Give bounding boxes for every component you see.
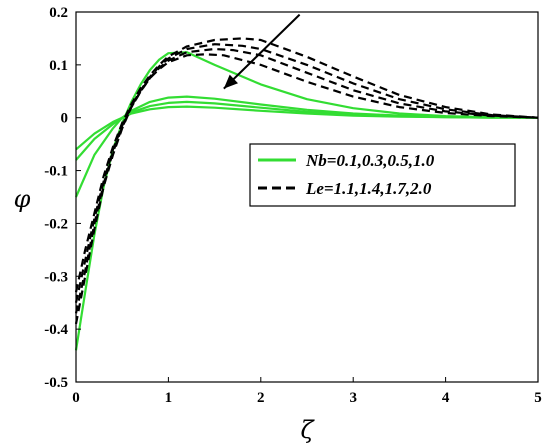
y-tick-label: -0.2	[44, 216, 68, 232]
x-tick-label: 5	[534, 390, 542, 406]
y-tick-label: 0.2	[49, 5, 68, 21]
y-tick-label: 0	[61, 111, 69, 127]
legend: Nb=0.1,0.3,0.5,1.0 Le=1.1,1.4,1.7,2.0	[249, 143, 516, 207]
arrow-annotation	[223, 13, 301, 90]
x-axis-label: ζ	[300, 416, 315, 444]
x-tick-label: 4	[442, 390, 450, 406]
legend-le-label: Le=1.1,1.4,1.7,2.0	[305, 179, 432, 198]
y-axis-label: φ	[14, 185, 31, 213]
plot-frame	[75, 11, 539, 383]
y-tick-label: -0.4	[44, 322, 68, 338]
y-tick-label: 0.1	[49, 58, 68, 74]
legend-box	[249, 143, 516, 207]
y-tick-label: -0.1	[44, 164, 68, 180]
x-tick-label: 0	[72, 390, 80, 406]
y-tick-label: -0.3	[44, 269, 68, 285]
x-tick-label: 2	[257, 390, 265, 406]
legend-nb-label: Nb=0.1,0.3,0.5,1.0	[305, 151, 435, 170]
x-tick-label: 3	[349, 390, 357, 406]
ticks-layer: 0 1 2 3 4 5 -0.5 -0.4 -0.3 -0.2 -0.1 0 0.1 0.2	[44, 5, 542, 406]
y-tick-label: -0.5	[44, 375, 68, 391]
series-line-nb-3	[75, 105, 539, 151]
series-line-le-6	[74, 43, 539, 303]
arrow-head	[223, 74, 238, 89]
x-tick-label: 1	[165, 390, 173, 406]
series-line-le-7	[74, 37, 539, 293]
series-line-le-4	[74, 53, 539, 325]
curves-layer	[74, 37, 539, 351]
arrow-shaft	[223, 13, 301, 90]
